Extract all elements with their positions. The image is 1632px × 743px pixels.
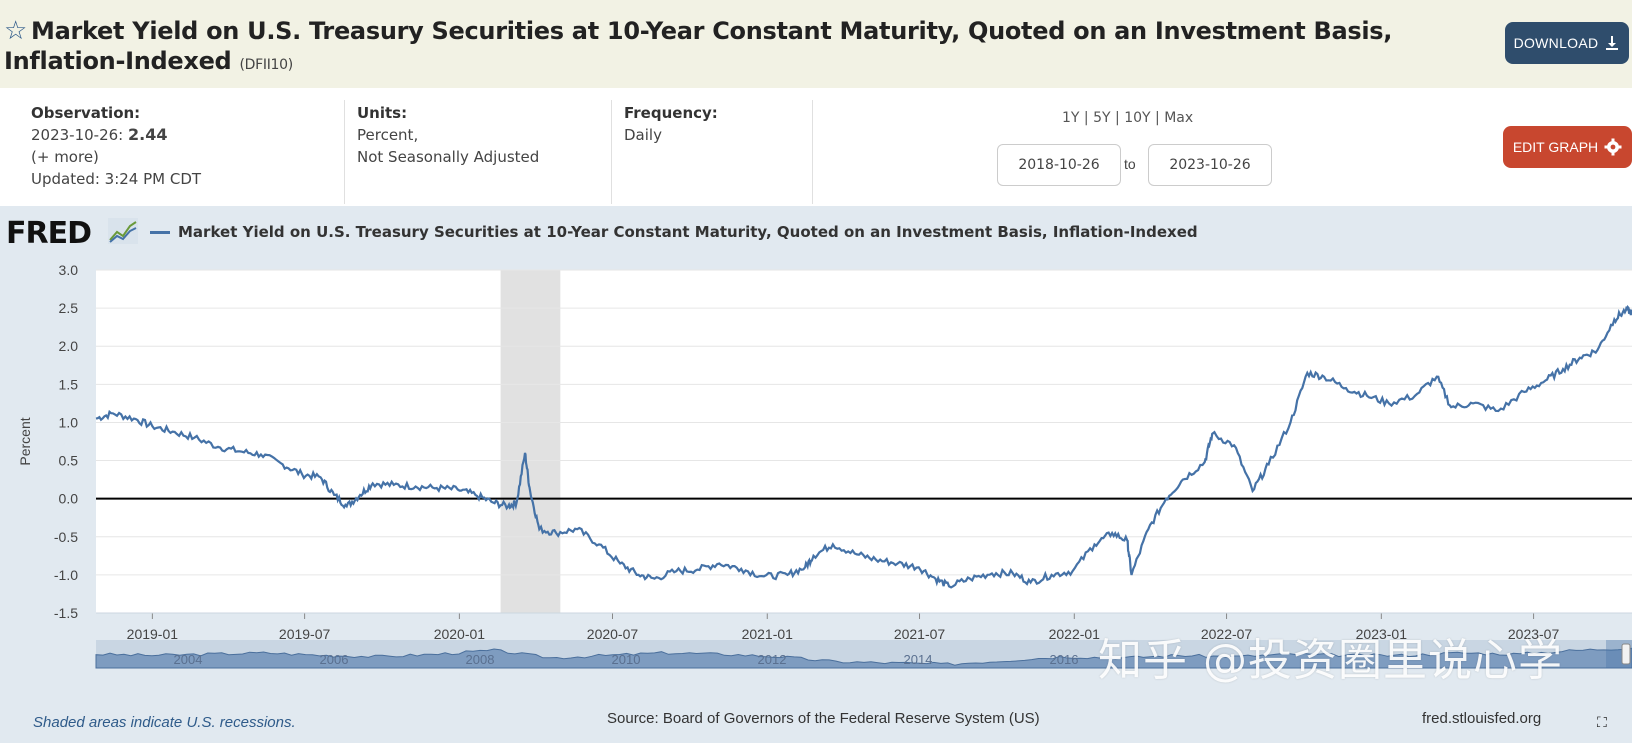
edit-graph-label: EDIT GRAPH <box>1512 139 1599 155</box>
y-tick-label: 1.0 <box>59 414 79 430</box>
chart-logo-icon <box>108 218 138 244</box>
chart-legend: Market Yield on U.S. Treasury Securities… <box>150 223 1198 241</box>
units-value: Percent, <box>357 126 419 144</box>
x-tick-label: 2020-07 <box>587 626 639 642</box>
y-tick-label: 0.0 <box>59 491 79 507</box>
y-tick-label: 0.5 <box>59 453 79 469</box>
star-icon[interactable]: ☆ <box>4 16 28 46</box>
end-date-input[interactable]: 2023-10-26 <box>1148 144 1272 186</box>
x-tick-label: 2019-01 <box>127 626 179 642</box>
start-date-input[interactable]: 2018-10-26 <box>997 144 1121 186</box>
edit-graph-button[interactable]: EDIT GRAPH <box>1503 126 1632 168</box>
divider <box>344 100 345 204</box>
series-info-bar: Observation: 2023-10-26: 2.44 (+ more) U… <box>0 88 1632 206</box>
range-5y[interactable]: 5Y <box>1093 110 1111 126</box>
frequency-value: Daily <box>624 126 662 144</box>
y-tick-label: -0.5 <box>54 529 78 545</box>
range-10y[interactable]: 10Y <box>1124 110 1151 126</box>
x-tick-label: 2022-07 <box>1201 626 1253 642</box>
plot-area <box>96 270 1632 613</box>
navigator-year-label: 2010 <box>612 652 641 667</box>
frequency-label: Frequency: <box>624 104 718 122</box>
recession-note: Shaded areas indicate U.S. recessions. <box>33 714 296 731</box>
navigator-year-label: 2006 <box>320 652 349 667</box>
watermark: 知乎 @投资圈里说心学 <box>1098 635 1563 686</box>
range-separator: | <box>1083 110 1089 126</box>
fred-logo: FRED <box>6 216 92 251</box>
site-link[interactable]: fred.stlouisfed.org <box>1422 710 1542 727</box>
units-adjustment: Not Seasonally Adjusted <box>357 148 540 166</box>
x-tick-label: 2019-07 <box>279 626 331 642</box>
observation-label: Observation: <box>31 104 141 122</box>
units-label: Units: <box>357 104 408 122</box>
navigator-year-label: 2008 <box>466 652 495 667</box>
navigator-area <box>95 647 1632 669</box>
legend-line-swatch <box>150 230 170 234</box>
download-icon <box>1606 36 1619 50</box>
recession-band <box>500 270 561 613</box>
fullscreen-icon[interactable]: ⛶ <box>1597 714 1607 730</box>
observation-value: 2.44 <box>128 125 168 144</box>
navigator-year-label: 2014 <box>904 652 933 667</box>
series-title: ☆ Market Yield on U.S. Treasury Securitie… <box>4 16 1464 80</box>
range-selector: 1Y | 5Y | 10Y | Max <box>1062 110 1193 126</box>
frequency-block: Frequency: Daily <box>624 102 718 146</box>
y-tick-label: 2.0 <box>59 338 79 354</box>
observation-row: 2023-10-26: 2.44 <box>31 124 201 146</box>
x-tick-label: 2021-07 <box>894 626 946 642</box>
y-tick-label: -1.0 <box>54 567 78 583</box>
x-tick-label: 2023-01 <box>1356 626 1408 642</box>
observation-date: 2023-10-26: <box>31 126 124 144</box>
legend-label: Market Yield on U.S. Treasury Securities… <box>178 223 1198 241</box>
navigator-year-label: 2012 <box>758 652 787 667</box>
series-line <box>95 304 1632 589</box>
download-label: DOWNLOAD <box>1513 35 1599 51</box>
y-tick-label: -1.5 <box>54 605 78 621</box>
y-tick-label: 2.5 <box>59 300 79 316</box>
navigator-handle <box>1621 643 1631 665</box>
chart-svg[interactable]: 3.0 2.5 2.0 1.5 1.0 0.5 0.0 -0.5 -1.0 -1.5 2019-01… <box>0 206 1632 743</box>
y-tick-label: 1.5 <box>59 376 79 392</box>
more-observations-link[interactable]: (+ more) <box>31 148 99 166</box>
range-max[interactable]: Max <box>1164 110 1194 126</box>
navigator-year-label: 2004 <box>174 652 203 667</box>
divider <box>812 100 813 204</box>
y-axis-label: Percent <box>17 417 33 465</box>
chart-panel: FRED Market Yield on U.S. Treasury Secur… <box>0 206 1632 743</box>
navigator-year-label: 2016 <box>1050 652 1079 667</box>
observation-block: Observation: 2023-10-26: 2.44 (+ more) U… <box>31 102 201 190</box>
divider <box>611 100 612 204</box>
x-tick-label: 2023-07 <box>1508 626 1560 642</box>
units-block: Units: Percent, Not Seasonally Adjusted <box>357 102 539 168</box>
x-tick-label: 2021-01 <box>742 626 794 642</box>
x-tick-label: 2022-01 <box>1049 626 1101 642</box>
download-button[interactable]: DOWNLOAD <box>1505 22 1629 64</box>
series-title-text: Market Yield on U.S. Treasury Securities… <box>4 17 1393 75</box>
gear-icon <box>1604 138 1622 156</box>
range-separator: | <box>1115 110 1120 126</box>
range-separator: | <box>1155 110 1160 126</box>
page-header: ☆ Market Yield on U.S. Treasury Securitie… <box>0 0 1632 88</box>
x-tick-label: 2020-01 <box>434 626 486 642</box>
series-id: (DFII10) <box>239 57 294 73</box>
y-tick-label: 3.0 <box>59 262 79 278</box>
date-to-label: to <box>1124 156 1136 172</box>
range-1y[interactable]: 1Y <box>1062 110 1080 126</box>
updated-time: Updated: 3:24 PM CDT <box>31 170 202 188</box>
source-note: Source: Board of Governors of the Federa… <box>607 710 1040 727</box>
